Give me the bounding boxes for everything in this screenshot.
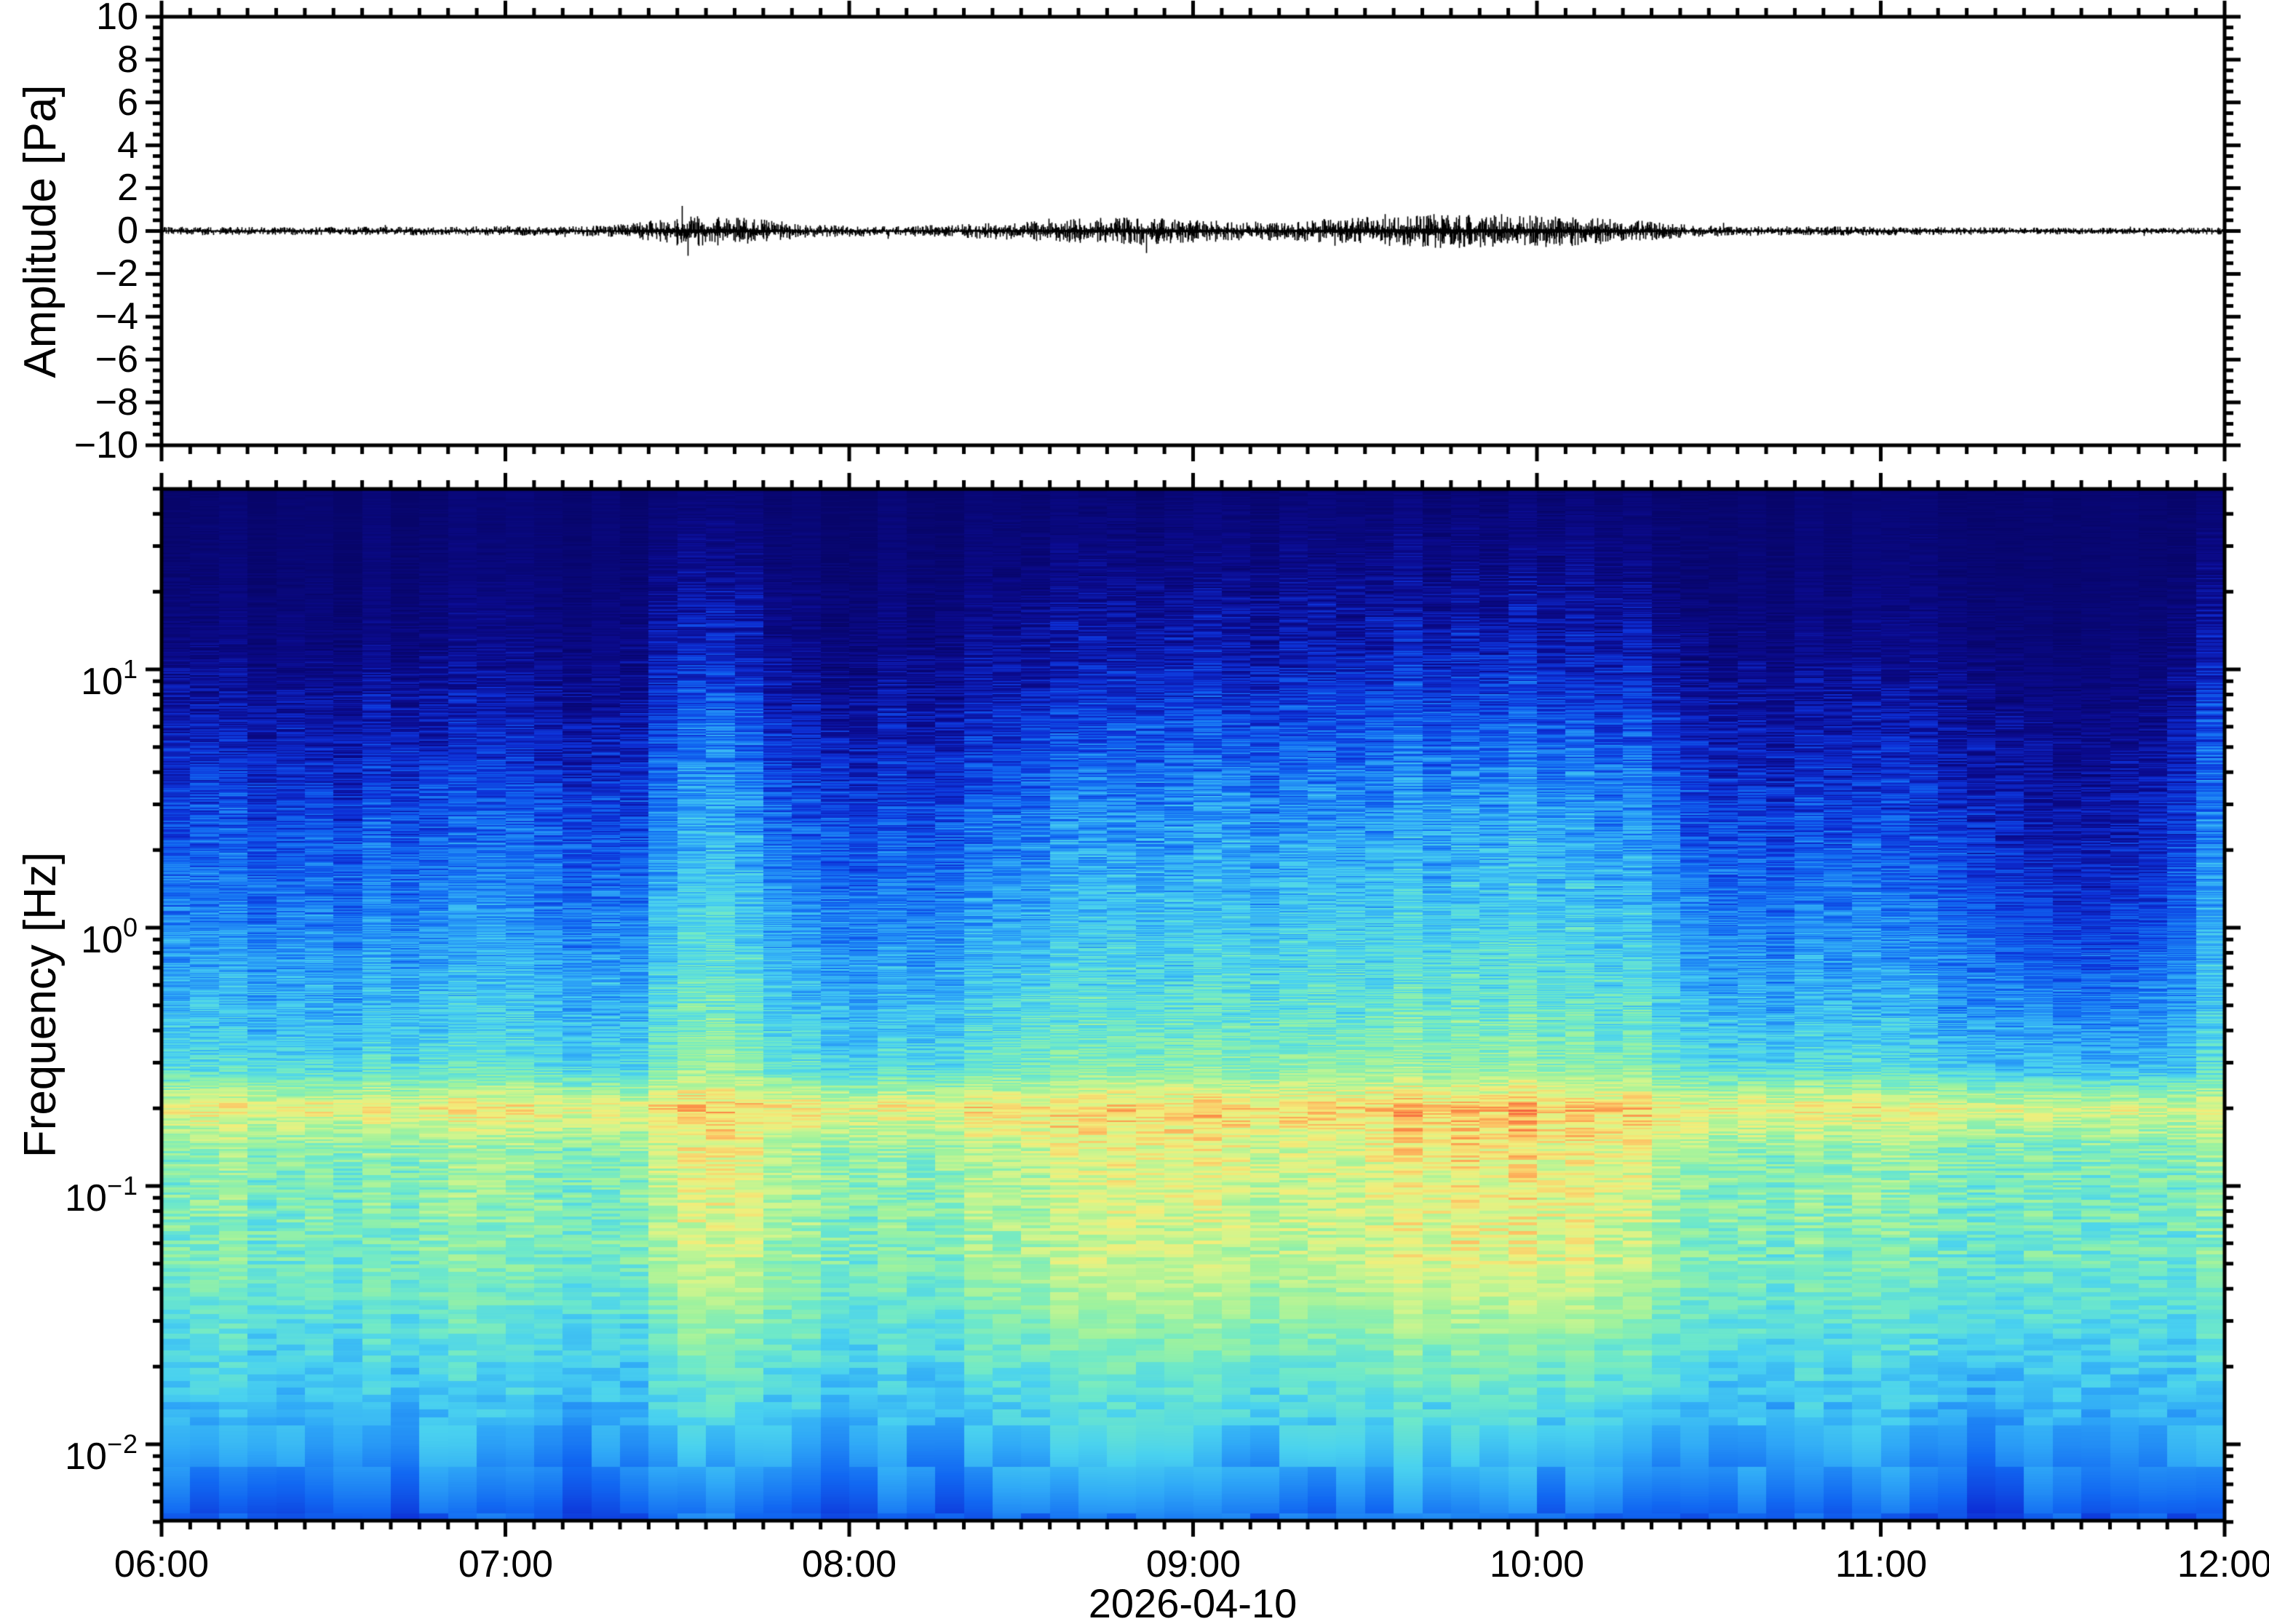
amplitude-tick-label: 2: [117, 167, 138, 209]
time-tick-label: 10:00: [1489, 1543, 1585, 1585]
time-tick-label: 12:00: [2177, 1543, 2269, 1585]
time-tick-label: 07:00: [458, 1543, 554, 1585]
amplitude-tick-label: −6: [95, 338, 138, 381]
frequency-tick-label: 100: [81, 912, 138, 961]
amplitude-tick-label: 6: [117, 81, 138, 124]
frequency-tick-label: 10−1: [65, 1171, 138, 1219]
amplitude-tick-label: 8: [117, 39, 138, 81]
time-tick-label: 08:00: [801, 1543, 897, 1585]
time-tick-label: 11:00: [1835, 1543, 1928, 1585]
date-label: 2026-04-10: [1088, 1580, 1298, 1624]
amplitude-tick-label: −8: [95, 381, 138, 423]
amplitude-tick-label: 4: [117, 124, 138, 167]
time-tick-label: 06:00: [114, 1543, 210, 1585]
spectrogram-y-axis-title: Frequency [Hz]: [15, 851, 65, 1158]
amplitude-tick-label: −2: [95, 252, 138, 295]
amplitude-tick-label: 10: [96, 0, 138, 38]
frequency-tick-label: 101: [81, 654, 138, 703]
amplitude-tick-label: −4: [95, 295, 138, 338]
time-tick-label: 09:00: [1145, 1543, 1241, 1585]
amplitude-tick-label: −10: [73, 424, 138, 466]
frequency-tick-label: 10−2: [65, 1429, 138, 1478]
amplitude-tick-label: 0: [117, 210, 138, 252]
